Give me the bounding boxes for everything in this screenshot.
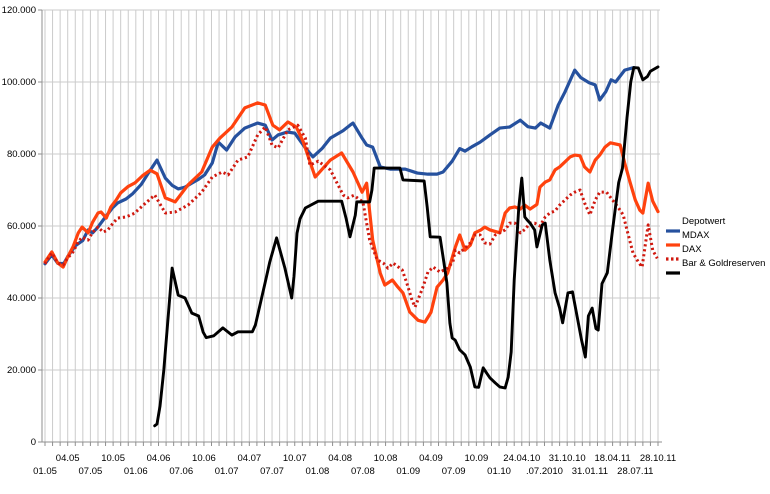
svg-text:28.10.11: 28.10.11 <box>640 453 676 464</box>
svg-text:60.000: 60.000 <box>7 221 36 232</box>
svg-text:01.07: 01.07 <box>215 466 239 477</box>
legend-label-bar-goldreserven: Bar & Goldreserven <box>682 258 766 269</box>
legend-item-depotwert: Depotwert <box>666 216 765 233</box>
svg-text:31.10.10: 31.10.10 <box>549 453 586 464</box>
series-line-mdax <box>43 101 660 324</box>
series-line-bar-goldreserven <box>153 65 660 428</box>
svg-text:10.08: 10.08 <box>374 453 398 464</box>
svg-text:10.09: 10.09 <box>464 453 488 464</box>
svg-text:10.06: 10.06 <box>192 453 216 464</box>
svg-text:100.000: 100.000 <box>2 77 36 88</box>
legend-label-depotwert: Depotwert <box>682 216 726 227</box>
legend-label-dax: DAX <box>682 244 702 255</box>
svg-text:04.09: 04.09 <box>419 453 443 464</box>
x-axis-labels-lower: 01.05 07.05 01.06 07.06 01.07 07.07 01.08 07.08… <box>33 466 653 477</box>
legend-item-mdax: MDAX <box>666 230 765 247</box>
x-axis-labels-upper: 04.05 10.05 04.06 10.06 04.07 10.07 04.08 10.08… <box>56 453 676 464</box>
svg-text:07.07: 07.07 <box>260 466 284 477</box>
svg-text:04.08: 04.08 <box>328 453 352 464</box>
svg-text:07.09: 07.09 <box>442 466 466 477</box>
svg-text:0: 0 <box>31 437 36 448</box>
svg-text:01.05: 01.05 <box>33 466 57 477</box>
svg-text:10.07: 10.07 <box>283 453 307 464</box>
legend-label-mdax: MDAX <box>682 230 710 241</box>
svg-text:01.09: 01.09 <box>396 466 420 477</box>
svg-text:01.08: 01.08 <box>306 466 330 477</box>
legend-swatch-depotwert <box>666 220 680 233</box>
x-axis-ticks <box>44 442 659 446</box>
svg-text:20.000: 20.000 <box>7 365 36 376</box>
svg-text:80.000: 80.000 <box>7 149 36 160</box>
svg-text:01.06: 01.06 <box>124 466 148 477</box>
svg-text:28.07.11: 28.07.11 <box>617 466 653 477</box>
svg-text:120.000: 120.000 <box>2 5 36 16</box>
legend-swatch-mdax <box>666 234 680 247</box>
legend: Depotwert MDAX DAX Bar & Goldreserven <box>666 216 766 275</box>
svg-text:18.04.11: 18.04.11 <box>594 453 630 464</box>
svg-text:04.07: 04.07 <box>237 453 261 464</box>
svg-text:07.08: 07.08 <box>351 466 375 477</box>
legend-item-dax: DAX <box>666 244 765 261</box>
legend-item-bar-goldreserven: Bar & Goldreserven <box>666 258 766 275</box>
series-line-depotwert <box>43 65 636 266</box>
svg-text:24.04.10: 24.04.10 <box>503 453 540 464</box>
svg-text:40.000: 40.000 <box>7 293 36 304</box>
svg-text:.07.2010: .07.2010 <box>526 466 563 477</box>
series-line-dax <box>43 123 659 309</box>
axes <box>41 10 662 443</box>
y-axis-labels: 0 20.000 40.000 60.000 80.000 100.000 120.000 <box>2 5 36 448</box>
svg-text:04.05: 04.05 <box>56 453 80 464</box>
legend-swatch-dax <box>666 248 680 261</box>
svg-text:31.01.11: 31.01.11 <box>572 466 608 477</box>
svg-text:04.06: 04.06 <box>147 453 171 464</box>
svg-text:07.05: 07.05 <box>79 466 103 477</box>
svg-text:10.05: 10.05 <box>101 453 125 464</box>
svg-text:01.10: 01.10 <box>487 466 511 477</box>
legend-swatch-bar-goldreserven <box>666 262 680 275</box>
svg-text:07.06: 07.06 <box>169 466 193 477</box>
